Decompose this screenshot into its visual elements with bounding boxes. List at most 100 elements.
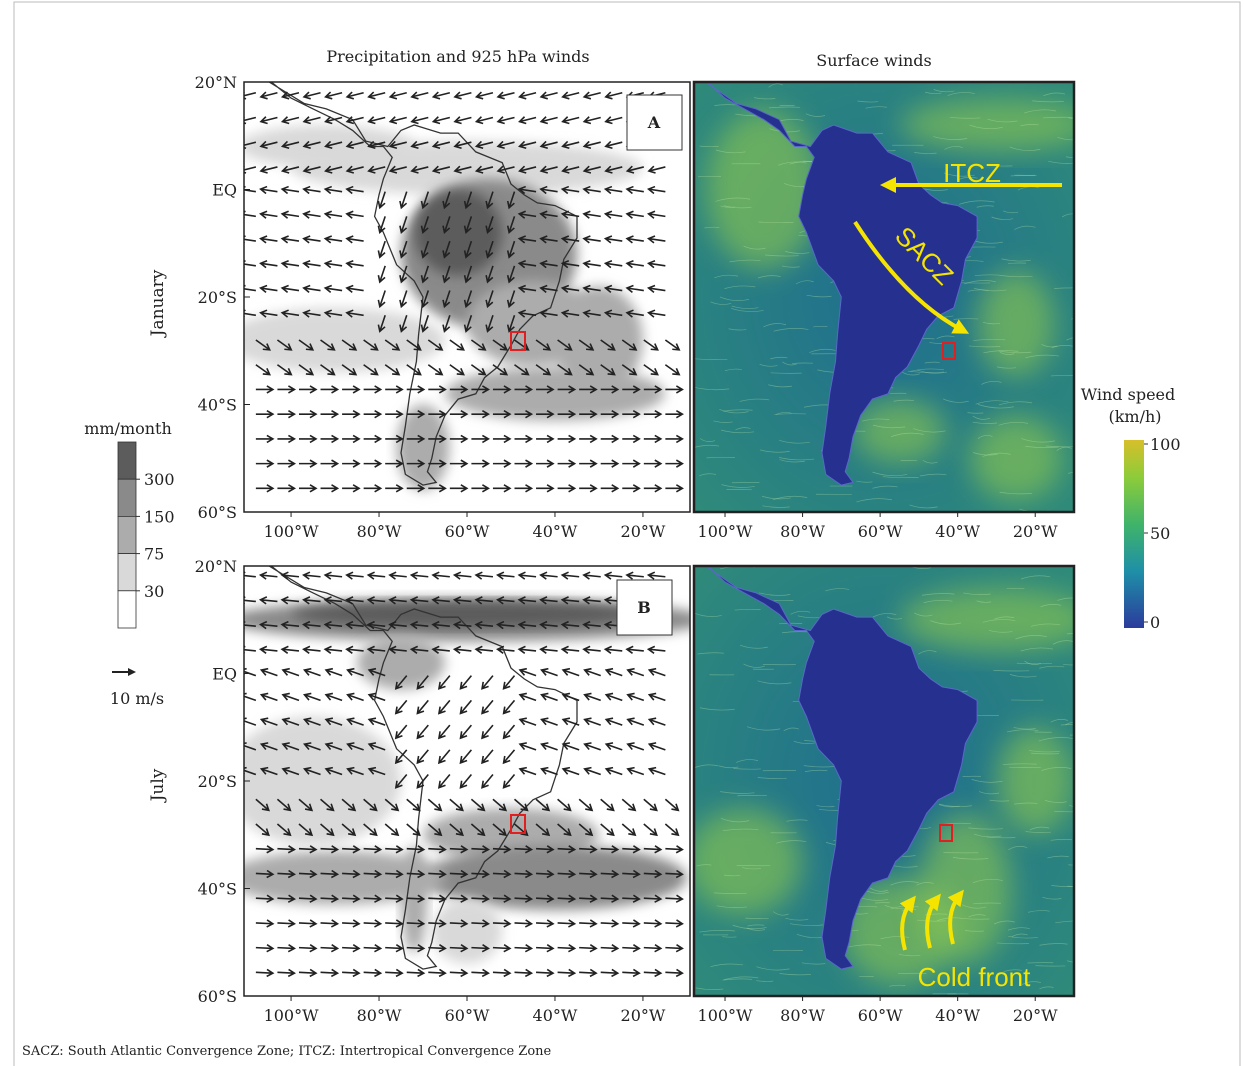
x-tick-label: 100°W (264, 522, 320, 541)
wind-vector (557, 364, 573, 376)
streamline (1029, 826, 1050, 831)
wind-vector (579, 869, 598, 879)
panel-label-box (616, 579, 673, 636)
streamline (963, 592, 991, 595)
wind-vector (276, 364, 293, 376)
wind-vector (280, 284, 300, 294)
wind-vector (255, 385, 275, 394)
wind-vector (320, 894, 340, 903)
wind-vector (463, 240, 473, 259)
streamline (720, 205, 736, 208)
wind-vector (323, 185, 343, 195)
precipitation-shading (396, 404, 450, 491)
wind-vector (643, 339, 659, 351)
wind-vector (578, 339, 595, 351)
wind-vector (603, 284, 623, 294)
wind-vector (255, 798, 270, 812)
wind-vector (643, 944, 663, 953)
wind-vector (604, 165, 623, 174)
streamline (968, 914, 986, 918)
wind-vector (384, 339, 401, 351)
streamline (999, 351, 1015, 355)
streamline (1045, 445, 1074, 448)
wind-vector (431, 91, 451, 100)
wind-vector (621, 798, 637, 812)
wind-vector (502, 749, 516, 765)
wind-vector (410, 91, 429, 100)
wind-vector (579, 944, 598, 953)
wind-vector (622, 385, 641, 394)
row-label: January (148, 269, 168, 338)
wind-vector (643, 919, 663, 928)
streamline (998, 401, 1033, 406)
wind-vector (453, 91, 472, 100)
wind-vector (539, 91, 558, 100)
wind-vector (470, 364, 487, 376)
wind-vector (560, 185, 580, 195)
wind-vector (471, 409, 490, 419)
streamline (1020, 124, 1039, 127)
streamline (1071, 317, 1074, 320)
wind-vector (536, 385, 555, 394)
wind-vector (459, 749, 473, 765)
streamline (723, 976, 759, 981)
wind-vector (506, 315, 516, 333)
wind-vector (342, 409, 361, 419)
wind-vector (363, 823, 378, 837)
wind-highlight (969, 415, 1063, 502)
wind-vector (259, 309, 278, 318)
wind-vector (514, 894, 534, 903)
wind-vector (604, 742, 623, 751)
streamline (1030, 623, 1061, 627)
wind-vector (583, 692, 601, 702)
legend-title: mm/month (84, 419, 172, 438)
wind-vector (341, 364, 358, 376)
streamline (1066, 633, 1074, 635)
wind-vector (323, 645, 343, 654)
wind-vector (385, 845, 404, 854)
streamline (724, 368, 742, 372)
wind-vector (449, 919, 469, 928)
wind-vector (428, 944, 447, 953)
wind-vector (579, 919, 598, 928)
streamline (1065, 156, 1074, 159)
wind-vector (363, 339, 379, 351)
streamline (872, 613, 897, 618)
streamline (1021, 438, 1055, 443)
wind-vector (406, 894, 426, 903)
streamline (713, 892, 747, 894)
wind-vector (244, 165, 257, 174)
streamline (770, 372, 802, 374)
wind-vector (302, 742, 321, 751)
streamline (976, 205, 994, 208)
wind-vector (579, 409, 598, 419)
y-tick-label: 40°S (198, 880, 237, 899)
streamline (969, 124, 1003, 130)
wind-vector (557, 845, 577, 854)
wind-vector (416, 675, 429, 690)
wind-vector (406, 869, 426, 879)
wind-vector (481, 749, 494, 765)
wind-vector (384, 364, 401, 376)
streamline (922, 459, 938, 464)
wind-vector (388, 116, 407, 125)
streamline (739, 398, 770, 402)
streamline (898, 954, 921, 957)
wind-vector (345, 645, 364, 654)
streamline (761, 495, 791, 500)
wind-vector (302, 91, 321, 100)
wind-vector (409, 620, 429, 630)
reference-label: 10 m/s (110, 689, 164, 708)
streamline (743, 663, 765, 668)
wind-vector (600, 869, 620, 879)
wind-vector (442, 290, 451, 309)
wind-vector (582, 210, 601, 219)
wind-vector (298, 845, 318, 854)
wind-vector (255, 845, 275, 854)
wind-vector (603, 645, 623, 654)
streamline (694, 613, 722, 617)
coastline (268, 82, 578, 486)
wind-vector (255, 968, 275, 978)
wind-vector (399, 216, 408, 235)
wind-vector (280, 645, 300, 654)
